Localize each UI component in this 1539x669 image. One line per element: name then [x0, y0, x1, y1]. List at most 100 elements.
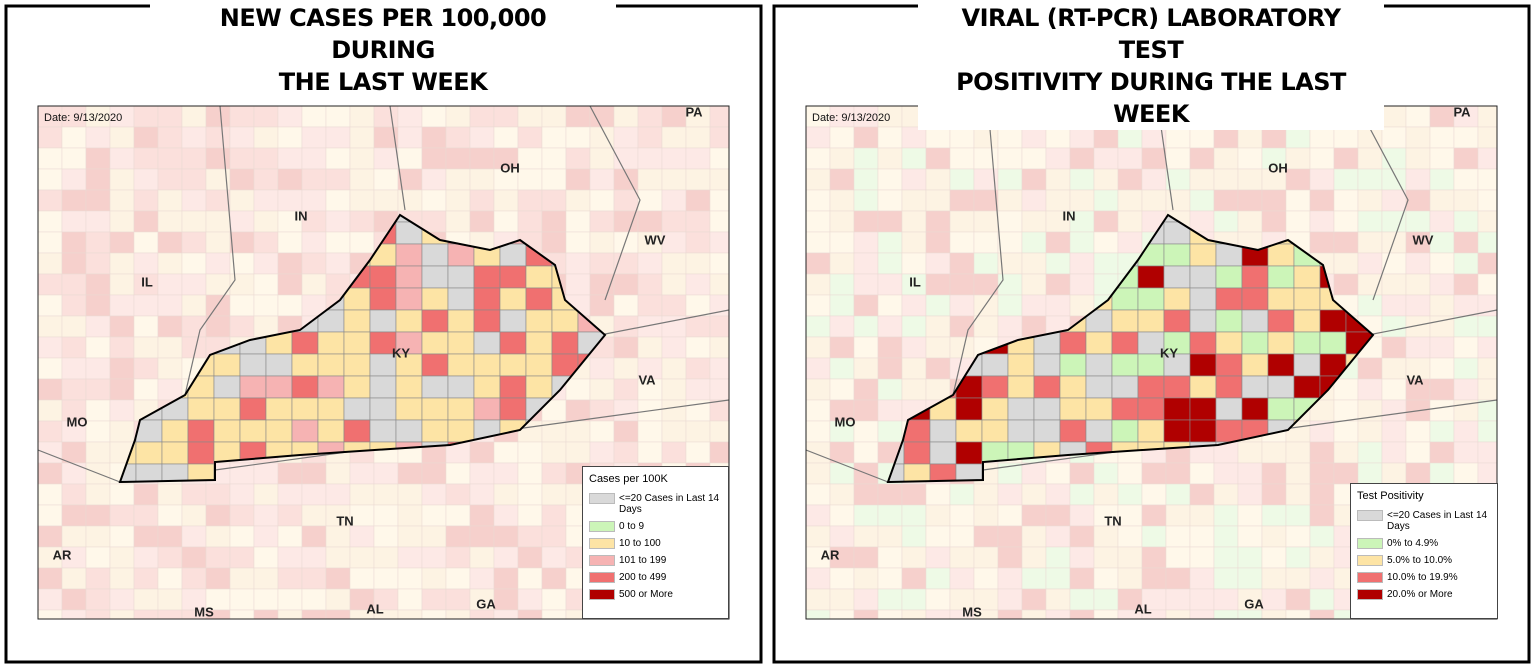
county [421, 588, 447, 611]
county [517, 483, 543, 506]
county [1069, 588, 1095, 611]
ky-county [187, 397, 215, 421]
county [1453, 231, 1479, 254]
county [1117, 546, 1143, 569]
county [589, 378, 615, 401]
ky-county [1059, 331, 1087, 355]
county [1117, 168, 1143, 191]
county [853, 609, 879, 619]
ky-county [929, 419, 957, 443]
county [301, 483, 327, 506]
county [38, 483, 63, 506]
county [637, 336, 663, 359]
county [1021, 588, 1047, 611]
county [1117, 462, 1143, 485]
county [709, 252, 729, 275]
state-border [599, 309, 729, 336]
county [277, 462, 303, 485]
ky-county [447, 419, 475, 443]
county [853, 231, 879, 254]
county [253, 525, 279, 548]
county [493, 106, 519, 128]
county [1453, 273, 1479, 296]
county [469, 567, 495, 590]
county [901, 609, 927, 619]
county [877, 546, 903, 569]
county [1021, 273, 1047, 296]
county [445, 483, 471, 506]
county [877, 588, 903, 611]
county [205, 483, 231, 506]
county [565, 106, 591, 128]
county [1117, 525, 1143, 548]
county [253, 147, 279, 170]
ky-county [1111, 397, 1139, 421]
county [925, 273, 951, 296]
county [1285, 546, 1311, 569]
county [685, 210, 711, 233]
county [397, 126, 423, 149]
county [1429, 357, 1455, 380]
county [277, 504, 303, 527]
ky-county [1111, 419, 1139, 443]
county [157, 210, 183, 233]
county [589, 189, 615, 212]
ky-county [499, 375, 527, 399]
county [1141, 567, 1167, 590]
county [61, 294, 87, 317]
county [493, 189, 519, 212]
county [1069, 504, 1095, 527]
ky-county [1163, 265, 1191, 289]
county [157, 546, 183, 569]
county [301, 546, 327, 569]
county [853, 441, 879, 464]
county [85, 147, 111, 170]
county [1405, 126, 1431, 149]
county [38, 168, 63, 191]
county [637, 147, 663, 170]
county [685, 378, 711, 401]
county [637, 420, 663, 443]
county [1429, 294, 1455, 317]
state-label: MO [834, 414, 856, 430]
county [613, 106, 639, 128]
county [301, 525, 327, 548]
county [853, 147, 879, 170]
ky-county [1267, 331, 1295, 355]
county [109, 546, 135, 569]
county [421, 189, 447, 212]
ky-county [1241, 309, 1269, 333]
county [1045, 168, 1071, 191]
county [1309, 147, 1335, 170]
county [1285, 126, 1311, 149]
county [1093, 147, 1119, 170]
ky-county [1215, 353, 1243, 377]
county [1021, 294, 1047, 317]
county [829, 588, 855, 611]
county [901, 294, 927, 317]
county [613, 378, 639, 401]
county [685, 441, 711, 464]
county [181, 546, 207, 569]
ky-county [1085, 419, 1113, 443]
county [1045, 567, 1071, 590]
county [229, 106, 255, 128]
county [1477, 126, 1497, 149]
county [1093, 462, 1119, 485]
county [1429, 231, 1455, 254]
county [1381, 168, 1407, 191]
county [1405, 420, 1431, 443]
county [565, 189, 591, 212]
county [829, 483, 855, 506]
county [877, 609, 903, 619]
county [1429, 399, 1455, 422]
county [829, 189, 855, 212]
county [38, 567, 63, 590]
ky-county [1007, 397, 1035, 421]
county [997, 483, 1023, 506]
county [133, 504, 159, 527]
county [709, 357, 729, 380]
county [1381, 231, 1407, 254]
county [61, 525, 87, 548]
county [277, 546, 303, 569]
